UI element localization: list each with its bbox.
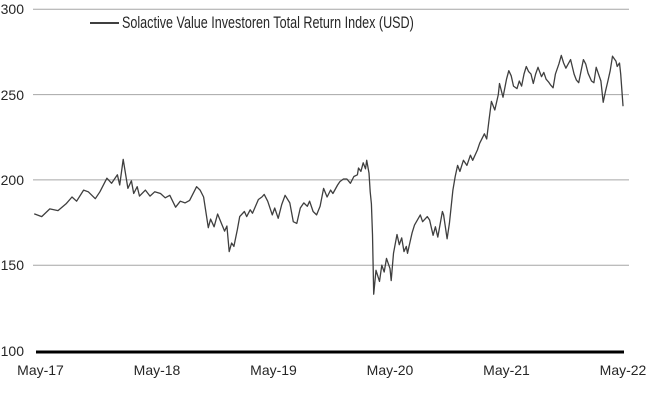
x-tick-label-May-18: May-18 [133, 362, 181, 378]
legend: Solactive Value Investoren Total Return … [90, 13, 516, 33]
legend-label: Solactive Value Investoren Total Return … [122, 13, 414, 32]
legend-line-sample [90, 22, 119, 24]
y-tick-label-250: 250 [0, 86, 24, 103]
series-line [34, 54, 624, 295]
x-tick-label-May-21: May-21 [483, 362, 530, 378]
x-tick-label-May-20: May-20 [366, 362, 414, 378]
x-tick-label-May-19: May-19 [250, 362, 297, 378]
y-tick-label-150: 150 [0, 257, 24, 274]
y-tick-label-300: 300 [0, 1, 24, 18]
y-tick-label-100: 100 [0, 342, 24, 359]
x-tick-label-May-22: May-22 [599, 362, 647, 378]
x-tick-label-May-17: May-17 [17, 362, 64, 378]
y-tick-label-200: 200 [0, 171, 24, 188]
